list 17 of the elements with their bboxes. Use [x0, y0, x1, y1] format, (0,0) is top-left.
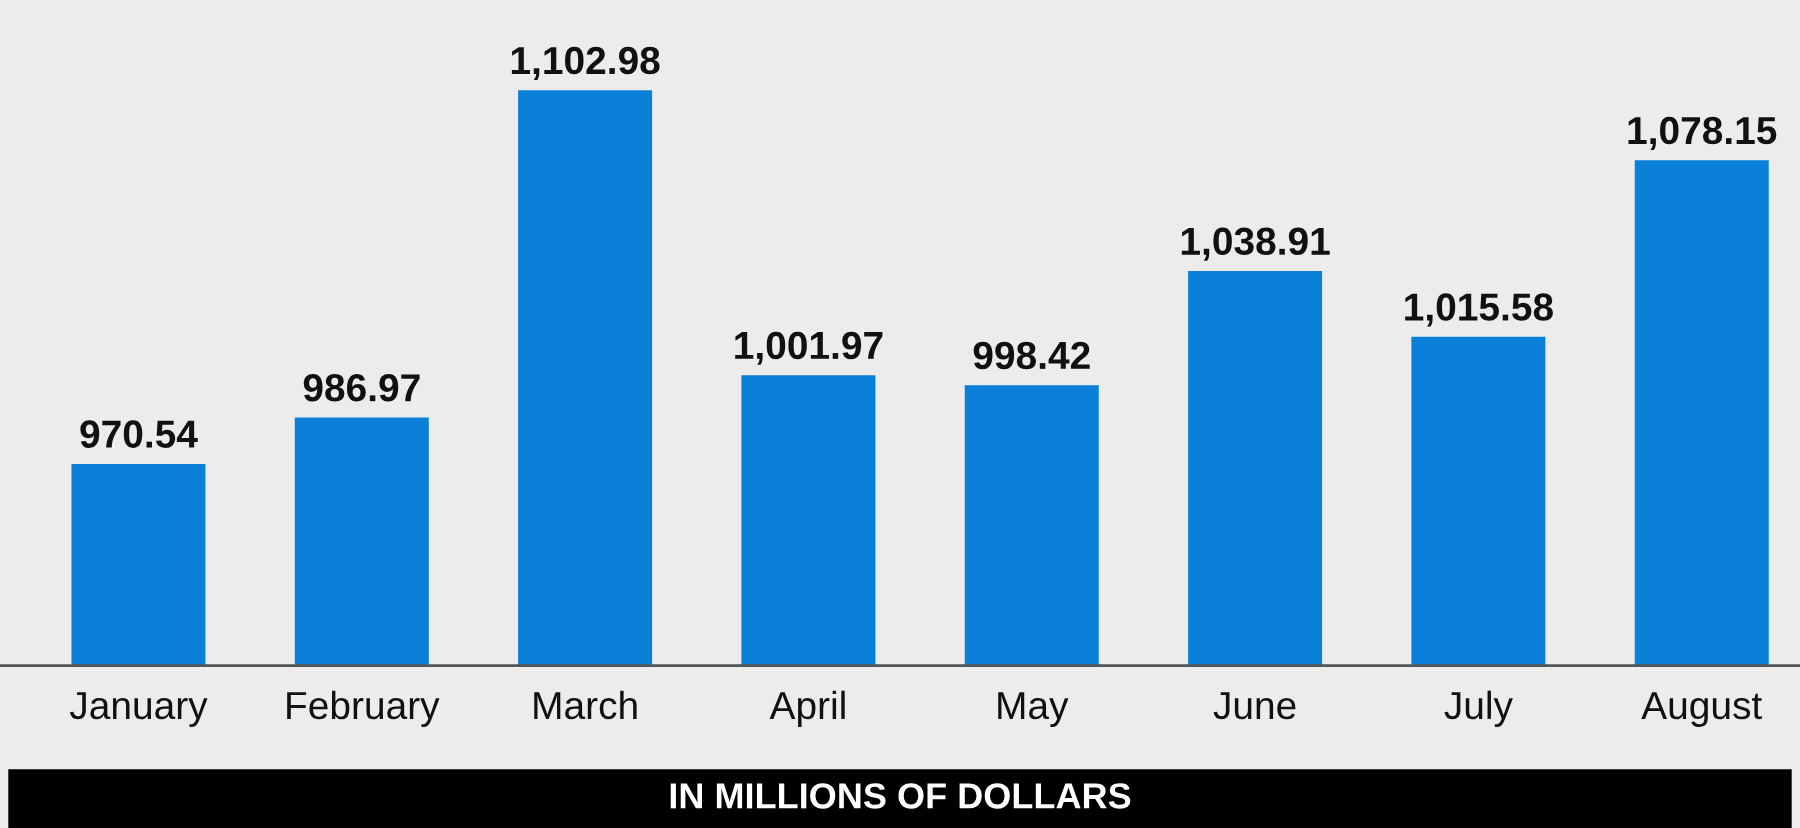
x-tick-label: March — [534, 690, 637, 720]
data-label: 986.97 — [303, 374, 420, 402]
x-tick-label: January — [69, 692, 208, 727]
data-label: 1,038.91 — [1181, 227, 1330, 261]
x-tick-label: August — [1641, 692, 1762, 727]
x-tick-label: June — [1213, 692, 1296, 720]
data-label: 1,001.97 — [735, 331, 883, 365]
data-label: 1,015.58 — [1405, 293, 1553, 327]
data-label: 998.42 — [973, 341, 1090, 370]
x-tick-label: April — [769, 690, 845, 727]
x-tick-label: May — [998, 692, 1069, 727]
x-axis-title: IN MILLIONS OF DOLLARS — [670, 783, 1131, 809]
x-tick-label: July — [1444, 690, 1513, 727]
x-tick-label: February — [287, 690, 440, 727]
data-label: 1,078.15 — [1628, 116, 1777, 150]
data-label: 970.54 — [80, 420, 198, 448]
data-label: 1,102.98 — [511, 46, 660, 80]
